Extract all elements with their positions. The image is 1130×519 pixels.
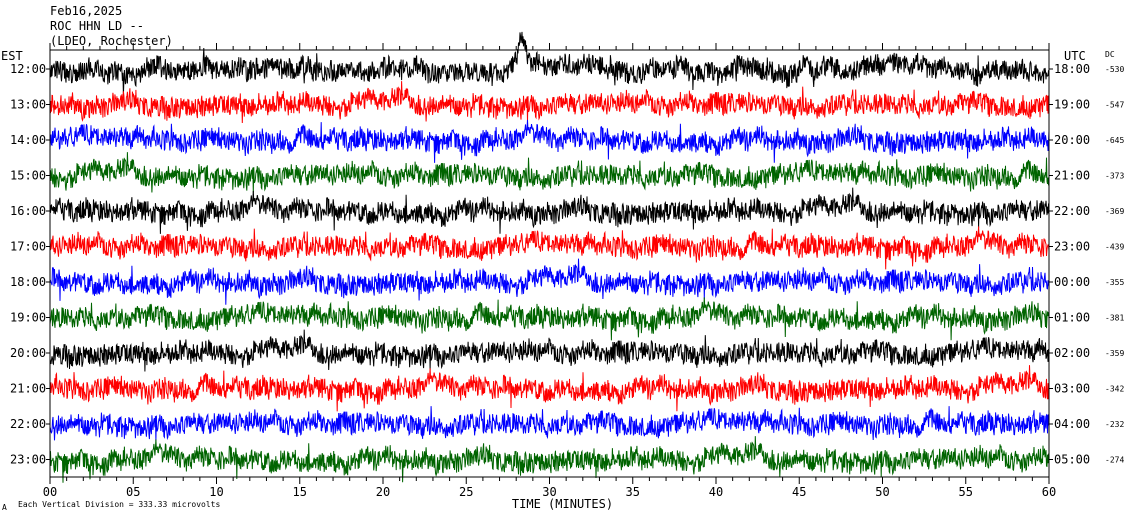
trace-line bbox=[49, 329, 1050, 372]
x-tick-label: 50 bbox=[875, 485, 889, 499]
trace-line bbox=[49, 31, 1050, 96]
utc-hour-label: 22:00 bbox=[1054, 204, 1090, 218]
est-hour-label: 13:00 bbox=[10, 98, 46, 112]
dc-offset-label: -373 bbox=[1105, 172, 1124, 181]
dc-offset-label: -530 bbox=[1105, 65, 1124, 74]
dc-offset-label: -342 bbox=[1105, 385, 1124, 394]
est-hour-label: 23:00 bbox=[10, 453, 46, 467]
dc-offset-label: -439 bbox=[1105, 243, 1124, 252]
dc-axis-label: DC bbox=[1105, 50, 1115, 59]
x-tick-label: 45 bbox=[792, 485, 806, 499]
dc-offset-label: -547 bbox=[1105, 101, 1124, 110]
est-axis-label: EST bbox=[1, 49, 23, 63]
utc-hour-label: 20:00 bbox=[1054, 133, 1090, 147]
utc-hour-label: 18:00 bbox=[1054, 62, 1090, 76]
est-hour-label: 22:00 bbox=[10, 417, 46, 431]
x-tick-label: 10 bbox=[209, 485, 223, 499]
dc-offset-label: -359 bbox=[1105, 349, 1124, 358]
scale-marker: A bbox=[2, 503, 7, 512]
x-tick-label: 25 bbox=[459, 485, 473, 499]
trace-line bbox=[49, 406, 1050, 442]
dc-offset-label: -232 bbox=[1105, 420, 1124, 429]
station-location: (LDEO, Rochester) bbox=[50, 34, 173, 48]
trace-line bbox=[49, 187, 1050, 234]
utc-hour-label: 02:00 bbox=[1054, 346, 1090, 360]
x-tick-label: 55 bbox=[959, 485, 973, 499]
dc-offset-label: -274 bbox=[1105, 456, 1124, 465]
plot-date: Feb16,2025 bbox=[50, 4, 123, 18]
utc-hour-label: 23:00 bbox=[1054, 240, 1090, 254]
x-tick-label: 05 bbox=[126, 485, 140, 499]
x-tick-label: 30 bbox=[542, 485, 556, 499]
utc-hour-label: 03:00 bbox=[1054, 382, 1090, 396]
est-hour-label: 18:00 bbox=[10, 275, 46, 289]
trace-line bbox=[49, 436, 1050, 483]
station-code: ROC HHN LD -- bbox=[50, 19, 144, 33]
utc-hour-label: 00:00 bbox=[1054, 275, 1090, 289]
axes-group bbox=[46, 43, 1053, 484]
x-tick-label: 35 bbox=[626, 485, 640, 499]
utc-hour-label: 01:00 bbox=[1054, 311, 1090, 325]
traces-group bbox=[49, 31, 1050, 483]
scale-note: Each Vertical Division = 333.33 microvol… bbox=[18, 500, 221, 509]
trace-line bbox=[49, 119, 1050, 163]
x-tick-label: 15 bbox=[293, 485, 307, 499]
est-hour-label: 15:00 bbox=[10, 169, 46, 183]
trace-line bbox=[49, 365, 1050, 412]
utc-hour-label: 04:00 bbox=[1054, 417, 1090, 431]
utc-axis-label: UTC bbox=[1064, 49, 1086, 63]
x-axis-title: TIME (MINUTES) bbox=[512, 497, 613, 511]
dc-offset-label: -355 bbox=[1105, 278, 1124, 287]
utc-hour-label: 19:00 bbox=[1054, 98, 1090, 112]
est-hour-label: 17:00 bbox=[10, 240, 46, 254]
labels-group: 12:00 18:00 -530 13:00 19:00 -547 14:00 20:00 -6… bbox=[1, 49, 1124, 511]
utc-hour-label: 21:00 bbox=[1054, 169, 1090, 183]
dc-offset-label: -369 bbox=[1105, 207, 1124, 216]
dc-offset-label: -381 bbox=[1105, 314, 1124, 323]
x-tick-label: 00 bbox=[43, 485, 57, 499]
est-hour-label: 12:00 bbox=[10, 62, 46, 76]
utc-hour-label: 05:00 bbox=[1054, 453, 1090, 467]
x-tick-label: 40 bbox=[709, 485, 723, 499]
trace-line bbox=[49, 297, 1050, 341]
est-hour-label: 14:00 bbox=[10, 133, 46, 147]
x-tick-label: 60 bbox=[1042, 485, 1056, 499]
est-hour-label: 20:00 bbox=[10, 346, 46, 360]
trace-line bbox=[49, 81, 1050, 124]
trace-line bbox=[49, 258, 1050, 305]
est-hour-label: 21:00 bbox=[10, 382, 46, 396]
trace-line bbox=[49, 152, 1050, 193]
dc-offset-label: -645 bbox=[1105, 136, 1124, 145]
est-hour-label: 16:00 bbox=[10, 204, 46, 218]
x-tick-label: 20 bbox=[376, 485, 390, 499]
trace-line bbox=[49, 226, 1050, 270]
est-hour-label: 19:00 bbox=[10, 311, 46, 325]
